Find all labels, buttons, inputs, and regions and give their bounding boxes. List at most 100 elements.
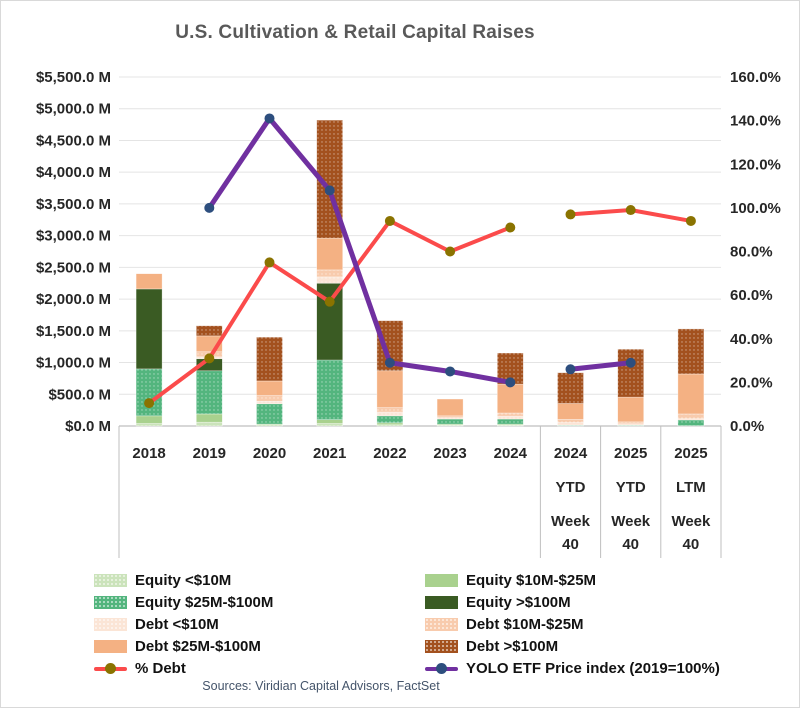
x-axis-label: 2024 [554,445,588,462]
bar-segment [316,419,344,424]
legend-item: % Debt [94,657,273,679]
bar-segment-pattern [497,416,524,420]
category-separators [118,426,722,558]
legend-swatch-icon [94,573,127,587]
y-axis-right-tick: 160.0% [730,69,781,86]
y-axis-left-tick: $2,000.0 M [36,291,111,308]
bar-segment-pattern [617,423,644,426]
bar-segment-pattern [196,325,223,336]
x-axis-label: 2025 [674,445,707,462]
bar-segment-pattern [437,415,464,418]
bar-segment-pattern [136,423,163,426]
bar-segment-pattern [557,419,584,423]
legend-label: % Debt [135,659,186,677]
y-axis-left-tick: $0.0 M [65,418,111,435]
x-axis-label: 40 [622,536,639,553]
bar-segment-pattern [497,425,524,426]
bar-segment-pattern [256,403,283,425]
line-marker [384,215,395,226]
bar-segment-pattern [437,417,464,420]
y-axis-right-tick: 40.0% [730,331,773,348]
legend-swatch-icon [425,617,458,631]
line-series [204,113,636,388]
bar-segment-pattern [316,423,343,426]
x-axis-label: 2025 [614,445,647,462]
x-axis-label: Week [611,513,651,530]
bar-segment [677,373,705,415]
stacked-bars [135,119,705,427]
legend-column: Equity <$10M Equity $25M-$100M Debt <$10M D… [94,569,273,679]
bar-segment [135,415,163,424]
line-marker [505,377,516,388]
legend-item: Equity >$100M [425,591,720,613]
bar-segment-pattern [677,413,704,419]
bar-segment-pattern [316,360,343,420]
bar-segment [316,237,344,271]
legend-item: Equity $10M-$25M [425,569,720,591]
bar-segment-pattern [677,328,704,374]
bar-segment [196,413,223,423]
x-axis-label: 2019 [193,445,226,462]
y-axis-left-tick: $3,000.0 M [36,228,111,245]
legend-label: Equity $25M-$100M [135,593,274,611]
legend-item: Debt >$100M [425,635,720,657]
y-axis-right-tick: 120.0% [730,156,781,173]
legend-label: Equity <$10M [135,571,232,589]
legend-swatch-icon [425,639,458,653]
y-axis-left-tick: $1,500.0 M [36,323,111,340]
line-marker [264,257,275,268]
bar-segment-pattern [376,412,403,416]
legend-label: Debt >$100M [466,637,559,655]
bar-segment-pattern [196,370,223,414]
bar-segment-pattern [256,337,283,381]
x-axis-label: 2022 [373,445,406,462]
x-axis-label: 2020 [253,445,286,462]
legend-label: Debt <$10M [135,615,219,633]
legend-item: Debt <$10M [94,613,273,635]
y-axis-right-tick: 80.0% [730,244,773,261]
y-axis-left-tick: $500.0 M [48,386,111,403]
line-marker [324,185,335,196]
line-marker [384,357,395,368]
bar-segment-pattern [316,269,343,277]
bar-segment [376,370,404,408]
bar-segment-pattern [376,415,403,423]
legend-marker-icon [436,662,447,674]
line-series [144,205,696,409]
legend-item: Debt $10M-$25M [425,613,720,635]
chart-title: U.S. Cultivation & Retail Capital Raises [175,22,535,43]
bar-segment-pattern [677,418,704,420]
y-axis-right-tick: 140.0% [730,113,781,130]
line-marker [204,202,215,213]
bar-segment-pattern [256,424,283,426]
y-axis-left-tick: $2,500.0 M [36,259,111,276]
bar-segment [256,380,283,396]
x-axis-label: 2018 [132,445,165,462]
y-axis-left-tick: $4,500.0 M [36,132,111,149]
legend-label: YOLO ETF Price index (2019=100%) [466,659,720,677]
line-marker [685,215,696,226]
bar-segment-pattern [376,424,403,426]
bar-segment-pattern [437,419,464,425]
source-note: Sources: Viridian Capital Advisors, Fact… [202,679,440,693]
line-marker [625,205,636,216]
line-marker [445,366,456,377]
y-axis-left-tick: $5,500.0 M [36,69,111,86]
bar-segment-pattern [196,422,223,426]
x-axis-label: 2021 [313,445,346,462]
bar-segment-pattern [617,425,644,426]
y-axis-left-tick: $1,000.0 M [36,355,111,372]
bar-segment-pattern [136,368,163,416]
x-axis-label: Week [551,513,591,530]
line-marker [144,398,155,409]
bar-segment-pattern [256,395,283,402]
bar-segment-pattern [557,425,584,426]
line-marker [264,113,275,124]
bar-segment [496,383,524,414]
x-axis-label: 40 [683,536,700,553]
y-axis-right-tick: 0.0% [730,418,764,435]
bar-segment-pattern [557,422,584,426]
y-axis-right-tick: 100.0% [730,200,781,217]
legend-item: Equity $25M-$100M [94,591,273,613]
y-axis-right-tick: 20.0% [730,374,773,391]
